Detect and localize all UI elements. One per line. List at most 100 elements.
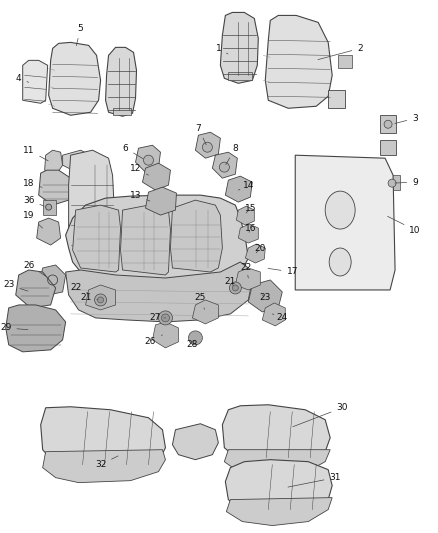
Polygon shape xyxy=(245,244,265,263)
Text: 15: 15 xyxy=(244,204,256,213)
Polygon shape xyxy=(220,12,258,83)
Polygon shape xyxy=(135,145,160,172)
Polygon shape xyxy=(248,280,282,312)
Text: 7: 7 xyxy=(195,124,206,144)
Circle shape xyxy=(46,204,52,210)
Text: 13: 13 xyxy=(130,191,150,201)
Polygon shape xyxy=(42,200,56,215)
Polygon shape xyxy=(49,43,101,115)
Text: 17: 17 xyxy=(268,268,298,277)
Circle shape xyxy=(384,120,392,128)
Circle shape xyxy=(159,311,173,325)
Text: 36: 36 xyxy=(23,196,44,206)
Polygon shape xyxy=(37,218,60,245)
Text: 1: 1 xyxy=(215,44,228,54)
Text: 8: 8 xyxy=(226,144,238,165)
Polygon shape xyxy=(85,285,116,310)
Circle shape xyxy=(388,179,396,187)
Polygon shape xyxy=(42,450,166,483)
Text: 2: 2 xyxy=(318,44,363,60)
Polygon shape xyxy=(173,424,219,459)
Polygon shape xyxy=(295,155,395,290)
Circle shape xyxy=(162,314,170,322)
Polygon shape xyxy=(41,407,166,472)
Text: 23: 23 xyxy=(3,280,28,291)
Text: 25: 25 xyxy=(195,294,206,309)
Polygon shape xyxy=(223,405,330,465)
Polygon shape xyxy=(39,170,71,205)
Polygon shape xyxy=(23,60,48,103)
Text: 30: 30 xyxy=(293,403,348,427)
Polygon shape xyxy=(235,268,260,290)
Circle shape xyxy=(98,297,103,303)
Polygon shape xyxy=(145,187,177,215)
Polygon shape xyxy=(152,322,178,348)
Polygon shape xyxy=(328,90,345,108)
Polygon shape xyxy=(66,262,252,322)
Polygon shape xyxy=(195,132,220,158)
Polygon shape xyxy=(265,15,332,108)
Polygon shape xyxy=(212,152,237,178)
Polygon shape xyxy=(338,55,352,68)
Polygon shape xyxy=(39,265,66,295)
Text: 26: 26 xyxy=(145,335,162,346)
Text: 26: 26 xyxy=(23,261,46,277)
Circle shape xyxy=(232,285,238,291)
Circle shape xyxy=(144,155,153,165)
Polygon shape xyxy=(6,305,66,352)
Text: 10: 10 xyxy=(388,216,421,235)
Polygon shape xyxy=(142,163,170,190)
Text: 28: 28 xyxy=(187,341,198,349)
Polygon shape xyxy=(63,150,91,170)
Text: 32: 32 xyxy=(95,456,118,469)
Circle shape xyxy=(188,331,202,345)
Polygon shape xyxy=(226,459,332,515)
Polygon shape xyxy=(238,224,258,243)
Text: 23: 23 xyxy=(260,294,271,302)
Text: 22: 22 xyxy=(70,284,90,294)
Text: 29: 29 xyxy=(0,324,28,333)
Text: 6: 6 xyxy=(123,144,143,159)
Polygon shape xyxy=(45,150,63,175)
Polygon shape xyxy=(73,205,120,272)
Text: 11: 11 xyxy=(23,146,48,161)
Text: 12: 12 xyxy=(130,164,148,175)
Polygon shape xyxy=(380,140,396,155)
Polygon shape xyxy=(262,303,285,326)
Polygon shape xyxy=(224,450,330,475)
Ellipse shape xyxy=(329,248,351,276)
Polygon shape xyxy=(237,206,254,225)
Polygon shape xyxy=(170,200,223,272)
Polygon shape xyxy=(380,115,396,133)
Text: 21: 21 xyxy=(225,278,236,286)
Polygon shape xyxy=(69,150,116,255)
Polygon shape xyxy=(226,176,252,202)
Polygon shape xyxy=(16,270,56,308)
Text: 4: 4 xyxy=(16,74,29,83)
Polygon shape xyxy=(385,175,400,190)
Circle shape xyxy=(219,162,230,172)
Polygon shape xyxy=(228,72,252,80)
Text: 14: 14 xyxy=(238,181,254,190)
Polygon shape xyxy=(66,195,248,285)
Text: 22: 22 xyxy=(241,263,252,278)
Text: 19: 19 xyxy=(23,211,42,228)
Circle shape xyxy=(95,294,106,306)
Polygon shape xyxy=(106,47,137,116)
Polygon shape xyxy=(120,205,170,275)
Polygon shape xyxy=(113,108,131,115)
Text: 24: 24 xyxy=(272,313,288,322)
Text: 21: 21 xyxy=(80,294,98,302)
Polygon shape xyxy=(192,300,219,324)
Text: 9: 9 xyxy=(395,177,418,187)
Circle shape xyxy=(230,282,241,294)
Text: 20: 20 xyxy=(254,244,266,253)
Text: 3: 3 xyxy=(395,114,418,124)
Text: 18: 18 xyxy=(23,179,42,188)
Text: 27: 27 xyxy=(150,313,166,322)
Text: 5: 5 xyxy=(76,24,84,46)
Polygon shape xyxy=(226,498,332,526)
Ellipse shape xyxy=(325,191,355,229)
Text: 16: 16 xyxy=(244,223,256,232)
Text: 31: 31 xyxy=(288,473,341,487)
